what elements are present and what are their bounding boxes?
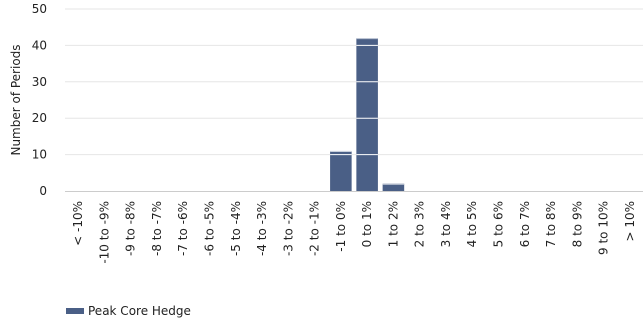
y-tick-label: 20 [32, 111, 47, 125]
x-tick-label: -1 to 0% [334, 201, 348, 252]
y-axis-ticks: 0 10 20 30 40 50 [32, 2, 47, 198]
x-tick-label: 1 to 2% [386, 201, 400, 247]
x-tick-label: 7 to 8% [544, 201, 558, 247]
x-tick-label: -4 to -3% [255, 201, 269, 256]
x-tick-label: -9 to -8% [124, 201, 138, 256]
bar[interactable] [382, 183, 405, 191]
legend-swatch [66, 308, 84, 314]
legend[interactable]: Peak Core Hedge [66, 304, 191, 318]
x-tick-label: > 10% [623, 201, 637, 242]
bar[interactable] [356, 38, 378, 192]
x-tick-label: 9 to 10% [597, 201, 611, 255]
x-tick-label: 8 to 9% [570, 201, 584, 247]
x-tick-label: -10 to -9% [97, 201, 111, 264]
x-tick-label: 0 to 1% [360, 201, 374, 247]
x-axis-ticks: < -10% -10 to -9% -9 to -8% -8 to -7% -7 to … [71, 201, 637, 264]
x-tick-label: -8 to -7% [150, 201, 164, 256]
x-tick-label: < -10% [71, 201, 85, 246]
x-tick-label: -2 to -1% [308, 201, 322, 256]
x-tick-label: 2 to 3% [413, 201, 427, 247]
legend-label: Peak Core Hedge [88, 304, 191, 318]
y-tick-label: 40 [32, 38, 47, 52]
y-tick-label: 10 [32, 148, 47, 162]
x-tick-label: -7 to -6% [176, 201, 190, 256]
gridlines [65, 8, 643, 156]
y-axis-label: Number of Periods [9, 44, 23, 155]
x-tick-label: 5 to 6% [492, 201, 506, 247]
y-tick-label: 50 [32, 2, 47, 16]
x-tick-label: -6 to -5% [203, 201, 217, 256]
y-tick-label: 30 [32, 75, 47, 89]
x-tick-label: 3 to 4% [439, 201, 453, 247]
bars [330, 38, 405, 192]
x-tick-label: -3 to -2% [281, 201, 295, 256]
y-tick-label: 0 [39, 184, 47, 198]
x-tick-label: 4 to 5% [465, 201, 479, 247]
x-tick-label: 6 to 7% [518, 201, 532, 247]
bar[interactable] [330, 150, 352, 191]
x-tick-label: -5 to -4% [229, 201, 243, 256]
